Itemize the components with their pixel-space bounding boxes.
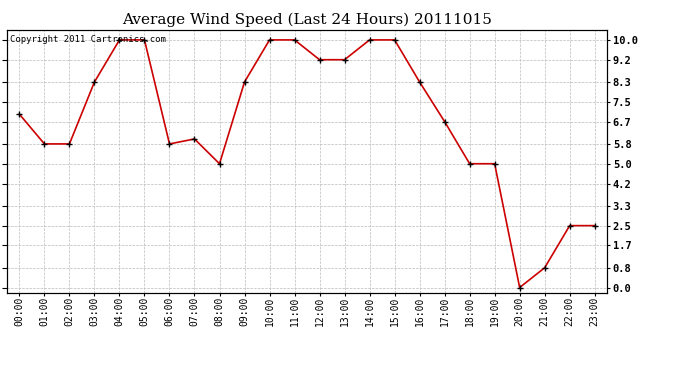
Text: Copyright 2011 Cartronics.com: Copyright 2011 Cartronics.com (10, 35, 166, 44)
Title: Average Wind Speed (Last 24 Hours) 20111015: Average Wind Speed (Last 24 Hours) 20111… (122, 13, 492, 27)
